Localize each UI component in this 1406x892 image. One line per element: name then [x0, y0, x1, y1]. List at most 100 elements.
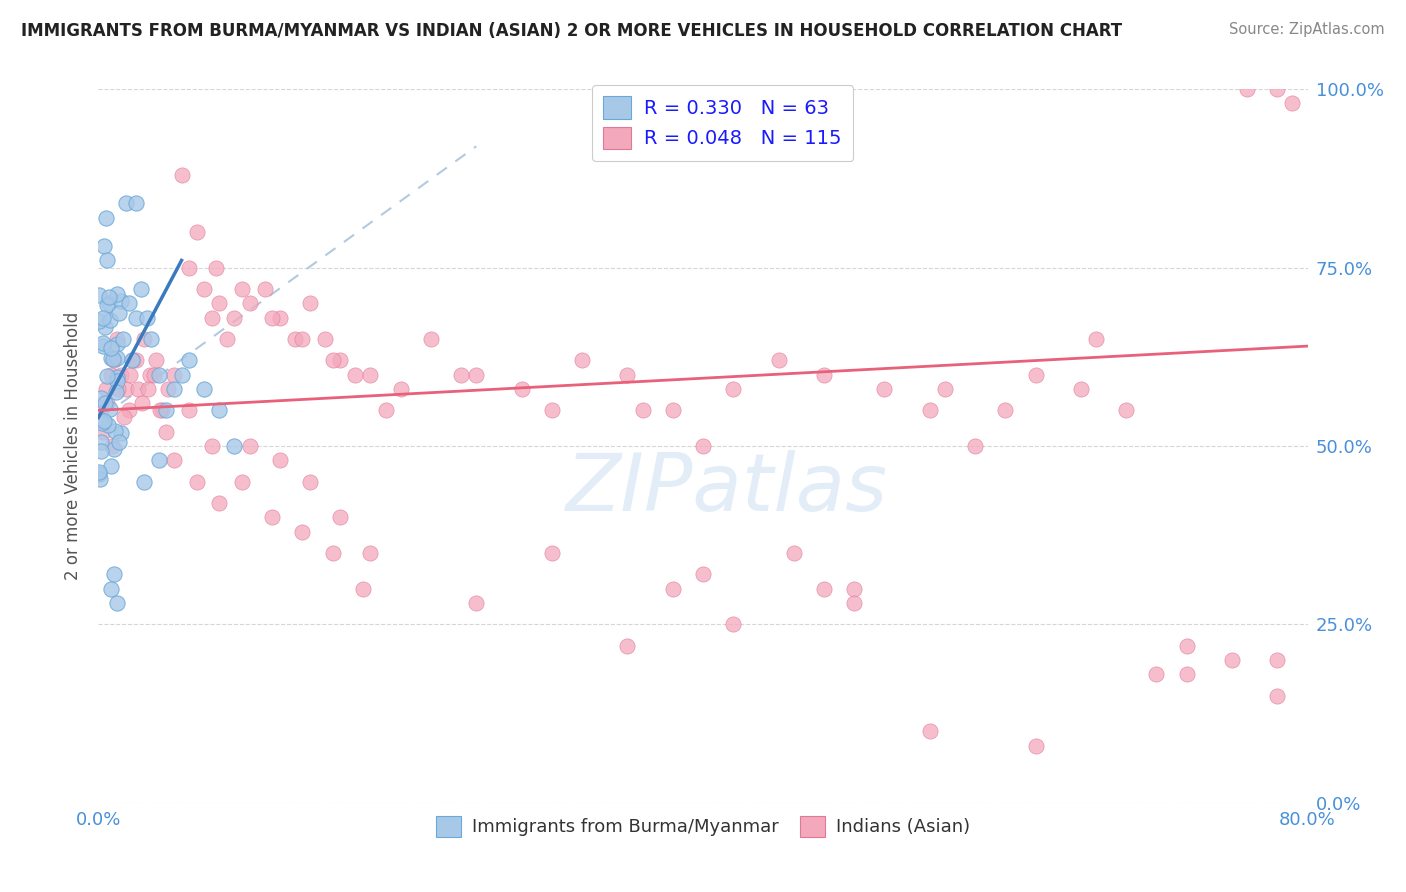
Point	[389, 382, 412, 396]
Point	[89, 467, 111, 481]
Point	[141, 332, 163, 346]
Point	[170, 368, 193, 382]
Text: ZIPatlas: ZIPatlas	[567, 450, 889, 528]
Point	[1115, 403, 1137, 417]
Point	[918, 403, 941, 417]
Point	[215, 332, 238, 346]
Point	[104, 424, 127, 438]
Point	[1146, 667, 1168, 681]
Point	[186, 475, 208, 489]
Point	[108, 435, 131, 450]
Point	[145, 353, 167, 368]
Point	[768, 353, 790, 368]
Point	[89, 314, 111, 328]
Point	[94, 211, 117, 225]
Point	[844, 582, 866, 596]
Point	[105, 351, 128, 365]
Point	[107, 306, 129, 320]
Point	[132, 475, 155, 489]
Point	[239, 296, 262, 310]
Point	[107, 382, 129, 396]
Point	[100, 582, 122, 596]
Point	[120, 368, 142, 382]
Point	[253, 282, 276, 296]
Point	[93, 239, 115, 253]
Point	[127, 382, 149, 396]
Point	[352, 582, 374, 596]
Point	[284, 332, 307, 346]
Point	[205, 260, 228, 275]
Point	[91, 425, 114, 439]
Point	[661, 582, 683, 596]
Point	[1024, 368, 1046, 382]
Point	[661, 403, 683, 417]
Point	[465, 596, 488, 610]
Point	[98, 401, 121, 416]
Point	[692, 567, 714, 582]
Point	[231, 282, 253, 296]
Point	[98, 290, 121, 304]
Point	[90, 443, 112, 458]
Point	[136, 382, 159, 396]
Point	[783, 546, 806, 560]
Point	[105, 370, 128, 384]
Point	[224, 439, 246, 453]
Legend: Immigrants from Burma/Myanmar, Indians (Asian): Immigrants from Burma/Myanmar, Indians (…	[429, 808, 977, 844]
Point	[934, 382, 956, 396]
Point	[155, 425, 177, 439]
Point	[90, 392, 112, 406]
Point	[148, 368, 170, 382]
Point	[208, 496, 231, 510]
Point	[101, 439, 124, 453]
Point	[105, 596, 128, 610]
Point	[96, 298, 118, 312]
Point	[360, 368, 382, 382]
Point	[103, 442, 125, 457]
Point	[132, 332, 155, 346]
Point	[105, 336, 128, 351]
Point	[1070, 382, 1092, 396]
Point	[125, 310, 148, 325]
Point	[94, 382, 117, 396]
Point	[193, 282, 215, 296]
Point	[122, 353, 145, 368]
Point	[374, 403, 396, 417]
Point	[170, 168, 193, 182]
Point	[179, 353, 201, 368]
Point	[631, 403, 654, 417]
Point	[239, 439, 262, 453]
Point	[96, 368, 118, 383]
Point	[163, 368, 186, 382]
Point	[96, 396, 118, 410]
Point	[100, 368, 122, 382]
Point	[231, 475, 253, 489]
Text: Source: ZipAtlas.com: Source: ZipAtlas.com	[1229, 22, 1385, 37]
Point	[156, 382, 179, 396]
Point	[299, 296, 322, 310]
Point	[91, 310, 114, 325]
Point	[813, 582, 835, 596]
Point	[314, 332, 336, 346]
Point	[360, 546, 382, 560]
Point	[291, 332, 314, 346]
Point	[114, 382, 136, 396]
Point	[813, 368, 835, 382]
Point	[208, 403, 231, 417]
Point	[193, 382, 215, 396]
Point	[1024, 739, 1046, 753]
Point	[465, 368, 488, 382]
Point	[125, 196, 148, 211]
Point	[269, 310, 291, 325]
Point	[87, 465, 110, 479]
Point	[179, 260, 201, 275]
Point	[150, 403, 173, 417]
Point	[131, 396, 153, 410]
Point	[94, 320, 117, 334]
Point	[118, 296, 141, 310]
Point	[1267, 689, 1289, 703]
Point	[262, 510, 284, 524]
Point	[110, 425, 132, 440]
Point	[89, 472, 111, 486]
Point	[616, 639, 638, 653]
Point	[111, 332, 134, 346]
